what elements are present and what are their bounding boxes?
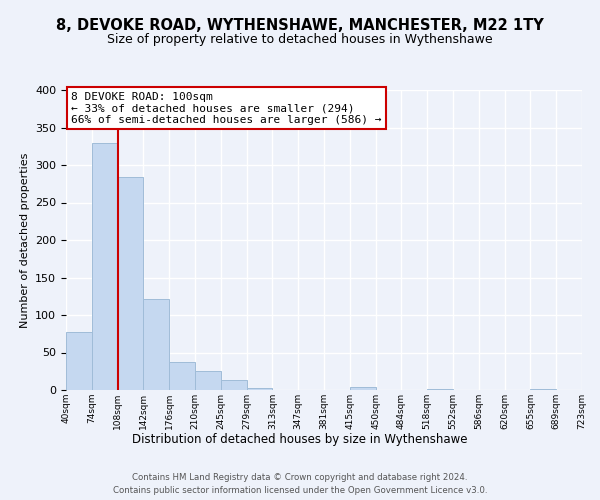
Text: Contains public sector information licensed under the Open Government Licence v3: Contains public sector information licen… (113, 486, 487, 495)
Bar (143, 298, 169, 390)
Text: Distribution of detached houses by size in Wythenshawe: Distribution of detached houses by size … (132, 432, 468, 446)
Bar (118, 177, 143, 390)
Bar (169, 362, 195, 390)
Bar (66, 332, 92, 390)
Bar (195, 371, 221, 390)
Bar (350, 387, 376, 390)
Bar (427, 389, 453, 390)
Bar (247, 388, 272, 390)
Text: 8 DEVOKE ROAD: 100sqm
← 33% of detached houses are smaller (294)
66% of semi-det: 8 DEVOKE ROAD: 100sqm ← 33% of detached … (71, 92, 382, 124)
Bar (530, 389, 556, 390)
Text: Size of property relative to detached houses in Wythenshawe: Size of property relative to detached ho… (107, 32, 493, 46)
Bar (221, 380, 247, 390)
Text: Contains HM Land Registry data © Crown copyright and database right 2024.: Contains HM Land Registry data © Crown c… (132, 472, 468, 482)
Bar (92, 142, 118, 390)
Text: 8, DEVOKE ROAD, WYTHENSHAWE, MANCHESTER, M22 1TY: 8, DEVOKE ROAD, WYTHENSHAWE, MANCHESTER,… (56, 18, 544, 32)
Y-axis label: Number of detached properties: Number of detached properties (20, 152, 29, 328)
